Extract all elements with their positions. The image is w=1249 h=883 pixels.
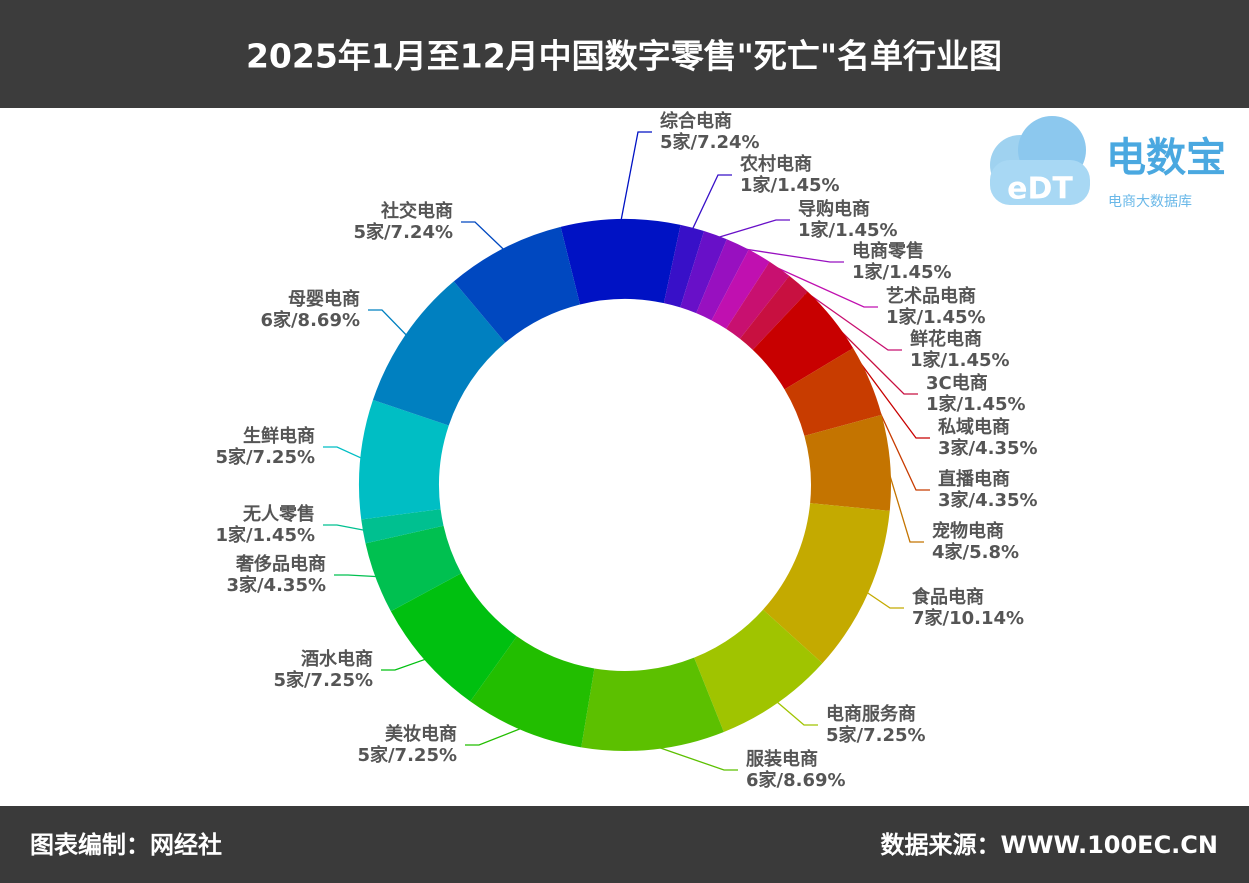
- leader-line: [736, 247, 844, 263]
- slice-label: 社交电商: [381, 200, 453, 222]
- donut-slice: [752, 291, 854, 390]
- donut-slice: [804, 414, 891, 511]
- footer-left: 图表编制：网经社: [30, 831, 222, 859]
- logo-tagline: 电商大数据库: [1108, 194, 1192, 210]
- leader-line: [323, 446, 365, 461]
- donut-slice: [453, 226, 581, 343]
- slice-value-label: 6家/8.69%: [746, 769, 846, 791]
- donut-slice: [784, 348, 882, 436]
- slice-label: 酒水电商: [301, 648, 373, 670]
- donut-slice: [739, 275, 808, 350]
- slice-value-label: 5家/7.25%: [357, 744, 457, 766]
- slice-label: 服装电商: [746, 748, 818, 770]
- leader-line: [690, 174, 732, 232]
- slice-value-label: 1家/1.45%: [926, 393, 1026, 415]
- slice-value-label: 1家/1.45%: [886, 306, 986, 328]
- donut-slice: [361, 509, 444, 544]
- chart-title: 2025年1月至12月中国数字零售"死亡"名单行业图: [246, 37, 1002, 76]
- donut-slice: [726, 261, 790, 339]
- leader-line: [381, 657, 429, 671]
- slice-label: 导购电商: [798, 198, 870, 220]
- slice-label: 3C电商: [926, 372, 988, 394]
- slice-value-label: 3家/4.35%: [938, 437, 1038, 459]
- donut-slice: [696, 239, 749, 321]
- leader-line: [864, 590, 904, 609]
- leader-line: [713, 219, 790, 240]
- donut-slice: [663, 224, 705, 308]
- slice-value-label: 1家/1.45%: [798, 219, 898, 241]
- donut-slice: [680, 231, 727, 314]
- leader-line: [774, 699, 818, 726]
- slice-label: 母婴电商: [288, 288, 360, 310]
- slice-label: 鲜花电商: [910, 328, 982, 350]
- footer-bar: [0, 806, 1249, 883]
- leader-line: [619, 131, 652, 224]
- slice-label: 私域电商: [938, 416, 1010, 438]
- leader-line: [368, 309, 410, 338]
- logo: eDT 电数宝 电商大数据库: [990, 116, 1226, 210]
- slice-label: 直播电商: [938, 468, 1010, 490]
- leader-line: [465, 726, 525, 746]
- donut-slice: [390, 573, 517, 702]
- slice-value-label: 7家/10.14%: [912, 607, 1024, 629]
- donut-slice: [470, 636, 595, 748]
- leader-line: [757, 258, 878, 308]
- slice-label: 美妆电商: [385, 723, 457, 745]
- slice-label: 无人零售: [243, 503, 315, 525]
- donut-slice: [359, 399, 449, 520]
- slice-value-label: 5家/7.25%: [826, 724, 926, 746]
- slice-value-label: 1家/1.45%: [910, 349, 1010, 371]
- leader-line: [323, 524, 368, 532]
- slice-value-label: 5家/7.24%: [353, 221, 453, 243]
- slice-label: 农村电商: [739, 153, 812, 175]
- slice-value-label: 3家/4.35%: [938, 489, 1038, 511]
- donut-slice: [560, 219, 681, 305]
- leader-line: [334, 574, 380, 578]
- slice-label: 食品电商: [911, 586, 984, 608]
- slice-label: 生鲜电商: [243, 425, 315, 447]
- leader-line: [885, 462, 924, 543]
- logo-cloud: [990, 160, 1090, 205]
- slice-label: 宠物电商: [932, 520, 1004, 542]
- donut-slice: [694, 609, 823, 732]
- donut-slice: [711, 249, 770, 329]
- donut-slice: [763, 503, 890, 664]
- leader-line: [865, 381, 930, 491]
- slice-value-label: 5家/7.24%: [660, 131, 760, 153]
- donut-slice: [365, 525, 462, 612]
- slice-label: 综合电商: [660, 110, 732, 132]
- slice-value-label: 3家/4.35%: [226, 574, 326, 596]
- leader-line: [461, 221, 507, 253]
- slice-label: 艺术品电商: [886, 285, 976, 307]
- logo-name: 电数宝: [1106, 135, 1226, 181]
- slice-value-label: 1家/1.45%: [740, 174, 840, 196]
- slice-label: 电商零售: [852, 240, 924, 262]
- slice-label: 奢侈品电商: [235, 553, 326, 575]
- title-bar: [0, 0, 1249, 108]
- slice-value-label: 5家/7.25%: [215, 446, 315, 468]
- footer-right: 数据来源：WWW.100EC.CN: [881, 831, 1219, 859]
- slice-value-label: 1家/1.45%: [215, 524, 315, 546]
- leader-line: [776, 271, 902, 351]
- slice-label: 电商服务商: [826, 703, 916, 725]
- leader-line: [652, 744, 738, 771]
- logo-mark: eDT: [1007, 172, 1073, 207]
- donut-slice: [372, 281, 506, 426]
- donut-slice: [581, 657, 724, 751]
- slice-value-label: 1家/1.45%: [852, 261, 952, 283]
- slice-value-label: 4家/5.8%: [932, 541, 1019, 563]
- slice-value-label: 5家/7.25%: [273, 669, 373, 691]
- slice-value-label: 6家/8.69%: [260, 309, 360, 331]
